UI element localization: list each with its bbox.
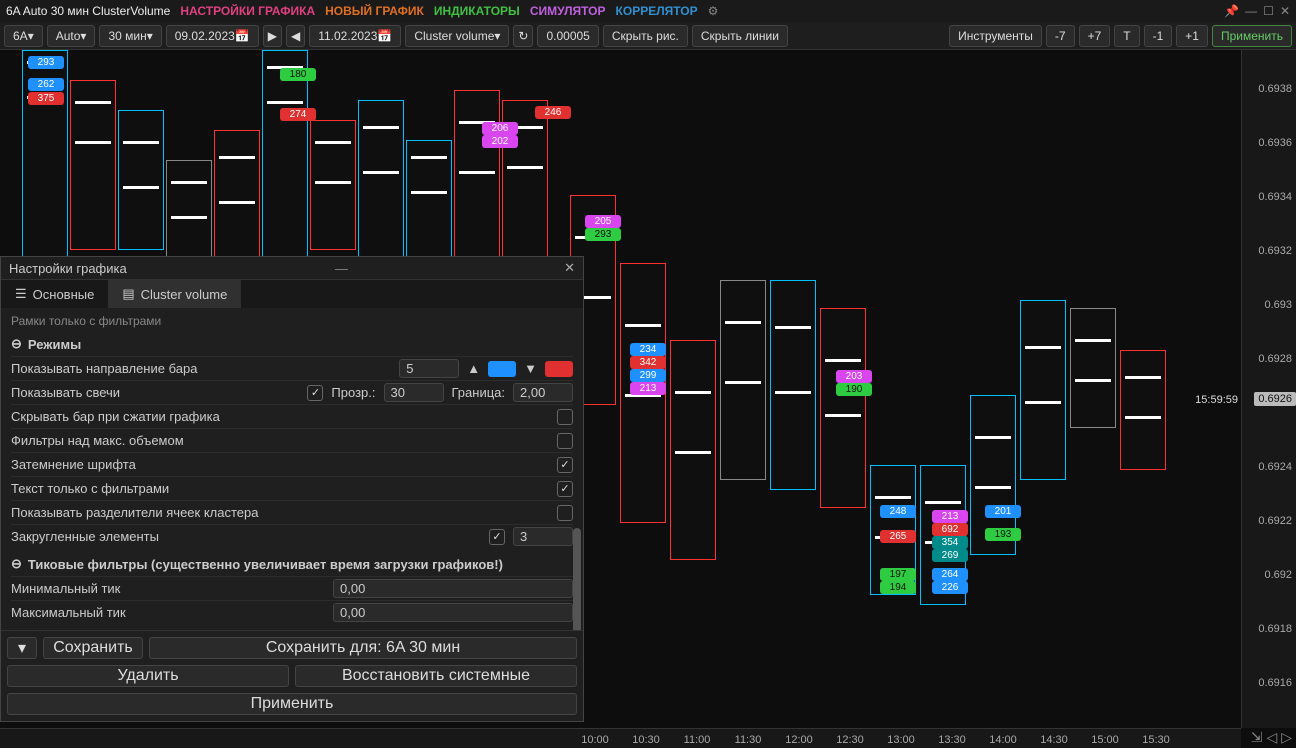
hide-lines-button[interactable]: Скрыть линии bbox=[692, 25, 788, 47]
minimize-icon[interactable]: — bbox=[1245, 4, 1257, 18]
menu-settings[interactable]: НАСТРОЙКИ ГРАФИКА bbox=[180, 4, 315, 18]
nav-next-icon[interactable]: ▶ bbox=[263, 25, 282, 47]
opt-separators: Показывать разделители ячеек кластера bbox=[11, 505, 549, 520]
preset-combo[interactable]: ▾ bbox=[7, 637, 37, 659]
hide-drawings-button[interactable]: Скрыть рис. bbox=[603, 25, 688, 47]
auto-combo[interactable]: Auto ▾ bbox=[47, 25, 96, 47]
toolbar: 6A ▾ Auto ▾ 30 мин ▾ 09.02.2023 📅 ▶ ◀ 11… bbox=[0, 22, 1296, 50]
menu-simulator[interactable]: СИМУЛЯТОР bbox=[530, 4, 606, 18]
autoscale-icon[interactable]: ⇲ bbox=[1251, 729, 1263, 746]
color-up[interactable] bbox=[488, 361, 516, 377]
timeframe-combo[interactable]: 30 мин ▾ bbox=[99, 25, 161, 47]
minus7-button[interactable]: -7 bbox=[1046, 25, 1075, 47]
settings-dialog: Настройки графика — ✕ ☰Основные ▤Cluster… bbox=[0, 256, 584, 722]
dialog-titlebar[interactable]: Настройки графика — ✕ bbox=[1, 257, 583, 280]
bar-dir-value[interactable]: 5 bbox=[399, 359, 459, 378]
rounded-val[interactable]: 3 bbox=[513, 527, 573, 546]
collapse-icon: ⊖ bbox=[11, 336, 22, 352]
gear-icon[interactable]: ⚙ bbox=[708, 4, 719, 18]
apply-button[interactable]: Применить bbox=[1212, 25, 1292, 47]
chart-type-combo[interactable]: Cluster volume ▾ bbox=[405, 25, 509, 47]
symbol-combo[interactable]: 6A ▾ bbox=[4, 25, 43, 47]
collapse-icon-2: ⊖ bbox=[11, 556, 22, 572]
opt-text-filters: Текст только с фильтрами bbox=[11, 481, 549, 496]
plus7-button[interactable]: +7 bbox=[1079, 25, 1111, 47]
maximize-icon[interactable]: ☐ bbox=[1263, 4, 1274, 18]
chk-rounded[interactable] bbox=[489, 529, 505, 545]
chk-hidebar[interactable] bbox=[557, 409, 573, 425]
date-from[interactable]: 09.02.2023 📅 bbox=[166, 25, 259, 47]
date-to[interactable]: 11.02.2023 📅 bbox=[309, 25, 401, 47]
opt-max-tick: Максимальный тик bbox=[11, 605, 325, 620]
refresh-icon[interactable]: ↻ bbox=[513, 25, 533, 47]
chk-textfilt[interactable] bbox=[557, 481, 573, 497]
opt-filters-vol: Фильтры над макс. объемом bbox=[11, 433, 549, 448]
min-tick-input[interactable]: 0,00 bbox=[333, 579, 573, 598]
menu-correlator[interactable]: КОРРЕЛЯТОР bbox=[616, 4, 698, 18]
chart-title: 6A Auto 30 мин ClusterVolume bbox=[6, 4, 170, 18]
y-axis: 0.69380.69360.69340.69320.6930.69280.692… bbox=[1241, 50, 1296, 728]
dialog-minimize-icon[interactable]: — bbox=[335, 261, 348, 276]
tab-main[interactable]: ☰Основные bbox=[1, 280, 108, 308]
step-input[interactable]: 0.00005 bbox=[537, 25, 598, 47]
section-modes[interactable]: ⊖Режимы bbox=[11, 336, 573, 352]
dialog-apply-button[interactable]: Применить bbox=[7, 693, 577, 715]
pin-icon[interactable]: 📌 bbox=[1224, 4, 1239, 18]
nav-right-icon[interactable]: ▷ bbox=[1281, 729, 1292, 746]
cluster-icon: ▤ bbox=[122, 286, 134, 302]
delete-button[interactable]: Удалить bbox=[7, 665, 289, 687]
opt-rounded: Закругленные элементы bbox=[11, 529, 481, 544]
dialog-close-icon[interactable]: ✕ bbox=[564, 260, 575, 276]
plus1-button[interactable]: +1 bbox=[1176, 25, 1208, 47]
tab-cluster[interactable]: ▤Cluster volume bbox=[108, 280, 241, 308]
chk-filters[interactable] bbox=[557, 433, 573, 449]
opt-bar-direction: Показывать направление бара bbox=[11, 361, 391, 376]
opt-show-candles: Показывать свечи bbox=[11, 385, 299, 400]
truncated-row: Рамки только с фильтрами bbox=[11, 314, 573, 328]
instruments-button[interactable]: Инструменты bbox=[949, 25, 1042, 47]
chk-darken[interactable] bbox=[557, 457, 573, 473]
max-tick-input[interactable]: 0,00 bbox=[333, 603, 573, 622]
opacity-input[interactable]: 30 bbox=[384, 383, 444, 402]
border-input[interactable]: 2,00 bbox=[513, 383, 573, 402]
nav-left-icon[interactable]: ◁ bbox=[1266, 729, 1277, 746]
sliders-icon: ☰ bbox=[15, 286, 27, 302]
opt-hide-bar: Скрывать бар при сжатии графика bbox=[11, 409, 549, 424]
dialog-title: Настройки графика bbox=[9, 261, 127, 276]
nav-prev-icon[interactable]: ◀ bbox=[286, 25, 305, 47]
arrow-down-icon: ▼ bbox=[524, 361, 537, 376]
restore-button[interactable]: Восстановить системные bbox=[295, 665, 577, 687]
save-for-button[interactable]: Сохранить для: 6A 30 мин bbox=[149, 637, 577, 659]
opt-darken-font: Затемнение шрифта bbox=[11, 457, 549, 472]
minus1-button[interactable]: -1 bbox=[1144, 25, 1173, 47]
chart-nav-buttons: ⇲ ◁ ▷ bbox=[1251, 729, 1292, 746]
close-icon[interactable]: ✕ bbox=[1280, 4, 1290, 18]
chk-sep[interactable] bbox=[557, 505, 573, 521]
chk-candles[interactable] bbox=[307, 385, 323, 401]
save-button[interactable]: Сохранить bbox=[43, 637, 143, 659]
scrollbar[interactable] bbox=[573, 528, 581, 630]
section-tick[interactable]: ⊖Тиковые фильтры (существенно увеличивае… bbox=[11, 556, 573, 572]
menu-new[interactable]: НОВЫЙ ГРАФИК bbox=[325, 4, 424, 18]
color-down[interactable] bbox=[545, 361, 573, 377]
menu-indicators[interactable]: ИНДИКАТОРЫ bbox=[434, 4, 520, 18]
arrow-up-icon: ▲ bbox=[467, 361, 480, 376]
x-axis: 10:0010:3011:0011:3012:0012:3013:0013:30… bbox=[0, 728, 1241, 748]
today-button[interactable]: T bbox=[1114, 25, 1139, 47]
opt-min-tick: Минимальный тик bbox=[11, 581, 325, 596]
top-bar: 6A Auto 30 мин ClusterVolume НАСТРОЙКИ Г… bbox=[0, 0, 1296, 22]
